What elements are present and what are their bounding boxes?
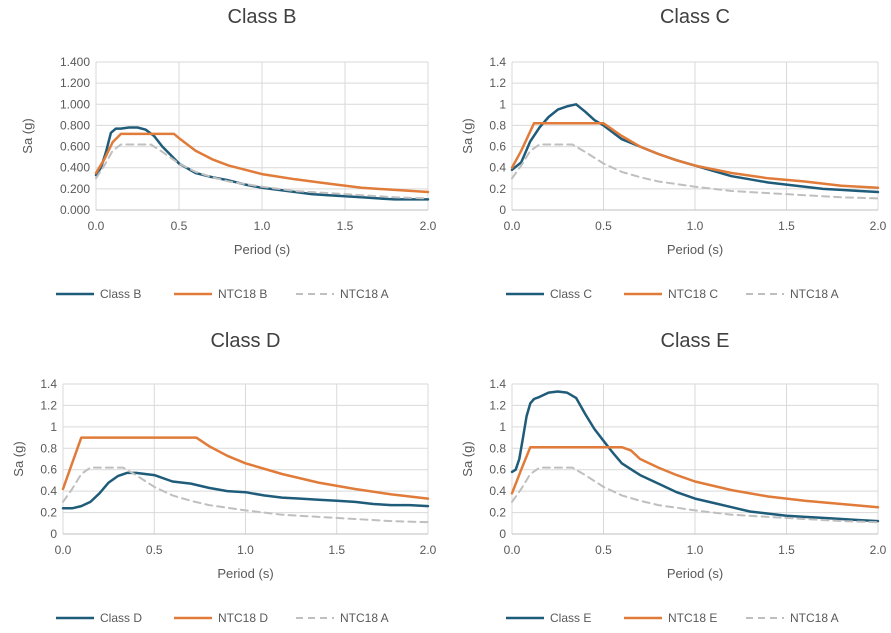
x-tick-label: 1.5 [778,219,795,233]
legend-label: NTC18 D [218,611,268,625]
legend-label: NTC18 C [668,287,718,301]
y-tick-label: 0.200 [60,182,90,196]
chart-panel-class-d: Class D 0 0.2 0.4 0.6 0.8 1 1.2 1.4 0.0 0.5 1.0 1.5… [0,318,445,633]
chart-svg: 0 0.2 0.4 0.6 0.8 1 1.2 1.4 0.0 0.5 1.0 1.5 2.0 Perio… [11,377,437,625]
y-tick-label: 1 [499,420,506,434]
x-tick-label: 0.0 [55,543,72,557]
x-tick-label: 0.5 [595,543,612,557]
y-tick-label: 1.4 [489,55,506,69]
y-tick-label: 1.000 [60,97,90,111]
y-tick-label: 0.8 [489,118,506,132]
x-tick-label: 1.0 [254,219,271,233]
y-tick-label: 0.2 [489,182,506,196]
x-tick-label: 0.0 [504,219,521,233]
x-axis-title: Period (s) [234,242,290,257]
y-tick-label: 0 [499,527,506,541]
series-line-ntc18-a [95,143,429,200]
x-tick-label: 1.0 [687,543,704,557]
series-line-class-e [510,390,880,523]
series-line-ntc18-a [62,466,429,524]
legend-label: Class E [550,611,591,625]
series-line-ntc18-b [94,132,430,194]
y-tick-label: 0.600 [60,140,90,154]
y-axis-title: Sa (g) [460,441,475,476]
x-axis-title: Period (s) [667,242,723,257]
series-line-ntc18-d [61,436,430,500]
x-tick-label: 0.5 [146,543,163,557]
legend-label: NTC18 A [790,611,839,625]
y-tick-label: 0 [50,527,57,541]
y-tick-label: 0.4 [489,484,506,498]
y-tick-label: 0.2 [40,506,57,520]
y-tick-label: 1.400 [60,55,90,69]
legend-label: NTC18 E [668,611,717,625]
y-axis-title: Sa (g) [11,441,26,476]
y-tick-label: 0.6 [40,463,57,477]
y-tick-label: 0.4 [40,484,57,498]
y-tick-label: 1.2 [489,398,506,412]
y-tick-label: 0 [499,203,506,217]
y-axis-title: Sa (g) [460,118,475,153]
y-tick-label: 0.8 [489,441,506,455]
series-line-ntc18-a [511,466,879,524]
legend-label: Class C [550,287,592,301]
chart-title: Class E [660,330,730,352]
chart-panel-class-e: Class E 0 0.2 0.4 0.6 0.8 1 1.2 1.4 0.0 0.5 1.0 1.5… [446,318,891,633]
y-tick-label: 0.6 [489,140,506,154]
x-tick-label: 2.0 [420,543,437,557]
series-line-class-d [61,471,430,510]
x-tick-label: 2.0 [420,219,437,233]
chart-panel-class-c: Class C 0 0.2 0.4 0.6 0.8 1 1.2 1.4 0.0 0.5 1.0 1.5… [446,0,891,315]
legend-label: NTC18 A [340,287,389,301]
y-tick-label: 0.4 [489,161,506,175]
chart-svg: 0.000 0.200 0.400 0.600 0.800 1.000 1.200 1.400… [20,55,437,301]
chart-svg: 0 0.2 0.4 0.6 0.8 1 1.2 1.4 0.0 0.5 1.0 1.5 2.0 Perio… [460,377,887,625]
y-tick-label: 1.2 [40,398,57,412]
chart-title: Class C [659,6,730,28]
y-tick-label: 0.000 [60,203,90,217]
y-tick-label: 1.4 [40,377,57,391]
x-tick-label: 0.5 [171,219,188,233]
y-tick-label: 1 [50,420,57,434]
legend-label: Class D [100,611,142,625]
y-tick-label: 1.2 [489,76,506,90]
x-tick-label: 1.5 [778,543,795,557]
chart-svg: 0 0.2 0.4 0.6 0.8 1 1.2 1.4 0.0 0.5 1.0 1.5 2.0 Perio… [460,55,887,301]
series-line-ntc18-c [510,122,880,190]
x-tick-label: 0.0 [88,219,105,233]
x-tick-label: 2.0 [870,543,887,557]
chart-title: Class B [227,6,297,28]
y-tick-label: 1.4 [489,377,506,391]
x-tick-label: 0.5 [595,219,612,233]
x-axis-title: Period (s) [667,566,723,581]
legend-label: Class B [100,287,141,301]
x-tick-label: 1.0 [237,543,254,557]
x-tick-label: 1.5 [328,543,345,557]
y-tick-label: 1.200 [60,76,90,90]
x-tick-label: 1.5 [337,219,354,233]
legend-label: NTC18 A [790,287,839,301]
legend-label: NTC18 B [218,287,267,301]
y-tick-label: 0.800 [60,118,90,132]
x-axis-title: Period (s) [217,566,273,581]
x-tick-label: 2.0 [870,219,887,233]
y-tick-label: 0.6 [489,463,506,477]
y-tick-label: 0.400 [60,161,90,175]
series-line-ntc18-e [510,445,880,509]
y-tick-label: 0.8 [40,441,57,455]
chart-title: Class D [210,330,281,352]
y-axis-title: Sa (g) [20,118,35,153]
series-line-ntc18-a [511,143,879,200]
y-tick-label: 0.2 [489,506,506,520]
y-tick-label: 1 [499,97,506,111]
x-tick-label: 1.0 [687,219,704,233]
legend-label: NTC18 A [340,611,389,625]
chart-panel-class-b: Class B 0.000 0.200 0.400 0.600 0.800 1.000 1.… [0,0,445,315]
x-tick-label: 0.0 [504,543,521,557]
